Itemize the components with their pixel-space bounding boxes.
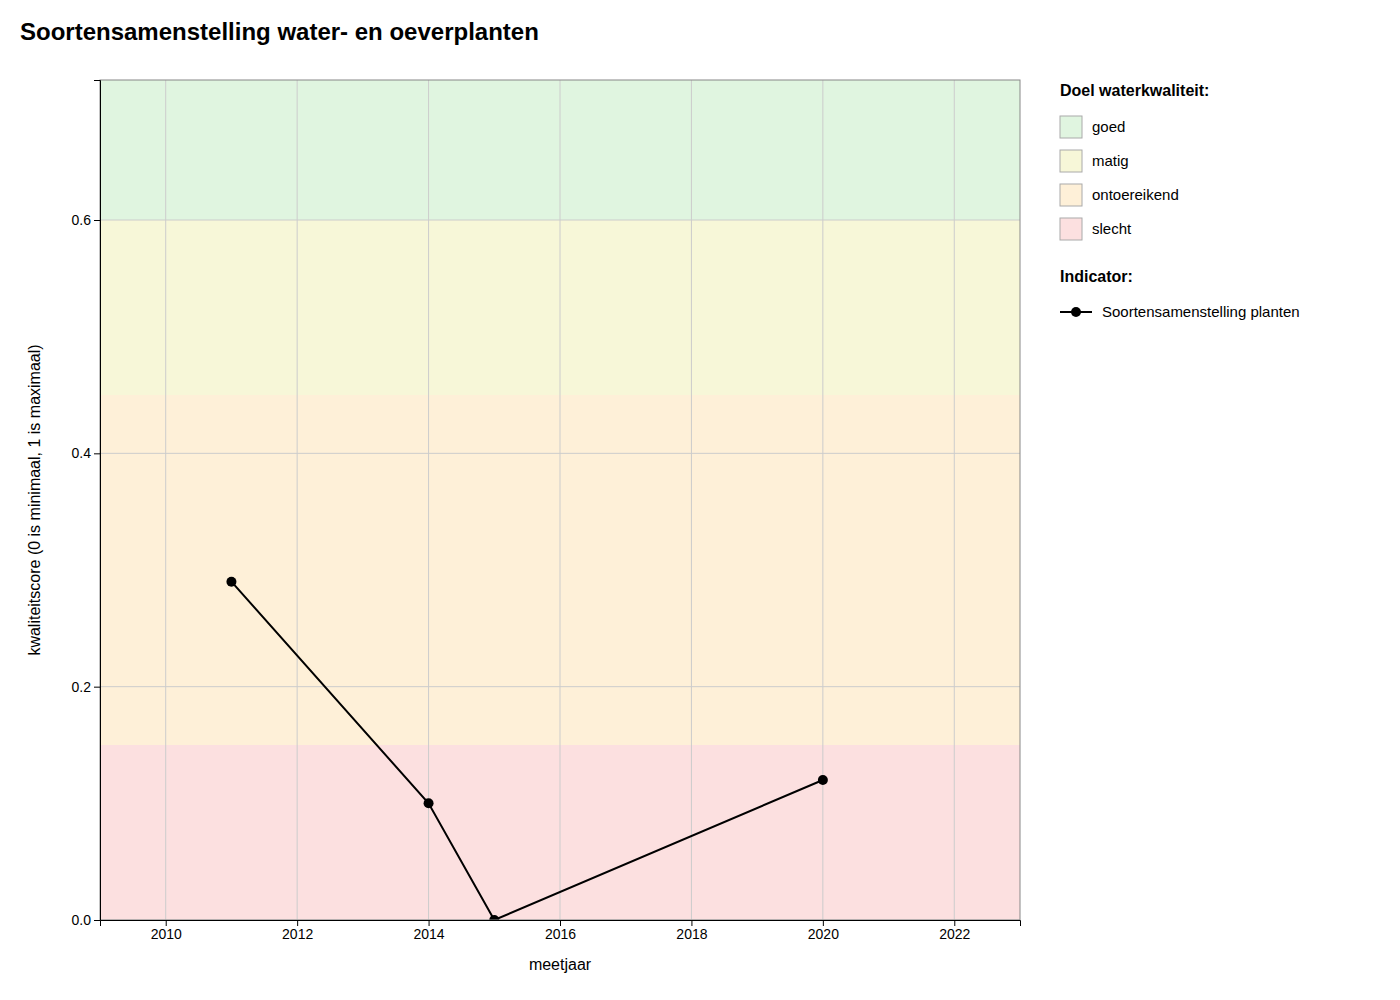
chart-svg: 2010 2012 2014 2016 2018 2020 2022 0.0 0.2 0.4 0.6… bbox=[0, 0, 1400, 1000]
tick: 2018 bbox=[676, 920, 707, 942]
tick: 2012 bbox=[282, 920, 313, 942]
tick: 2016 bbox=[545, 920, 576, 942]
tick-mark bbox=[94, 220, 100, 221]
tick-label: 2014 bbox=[413, 926, 444, 942]
tick-mark bbox=[94, 453, 100, 454]
tick: 0.0 bbox=[72, 912, 100, 928]
legend-label: matig bbox=[1092, 152, 1129, 169]
legend-title: Indicator: bbox=[1060, 268, 1133, 285]
bands bbox=[100, 80, 1020, 920]
y-axis-title: kwaliteitscore (0 is minimaal, 1 is maxi… bbox=[26, 344, 43, 655]
legend-label: ontoereikend bbox=[1092, 186, 1179, 203]
tick-label: 2020 bbox=[808, 926, 839, 942]
legend-marker bbox=[1071, 307, 1081, 317]
grid-line-x bbox=[297, 80, 298, 920]
tick-label: 0.2 bbox=[72, 679, 92, 695]
x-axis-title: meetjaar bbox=[529, 956, 592, 973]
grid-line-x bbox=[560, 80, 561, 920]
data-layer bbox=[100, 80, 1020, 920]
tick-mark bbox=[94, 687, 100, 688]
legend-label: slecht bbox=[1092, 220, 1132, 237]
tick: 0.2 bbox=[72, 679, 100, 695]
tick-label: 0.0 bbox=[72, 912, 92, 928]
legend-swatch bbox=[1060, 184, 1082, 206]
x-axis: 2010 2012 2014 2016 2018 2020 2022 bbox=[101, 920, 1021, 942]
grid-line-x bbox=[954, 80, 955, 920]
tick: 2020 bbox=[808, 920, 839, 942]
tick-label: 2018 bbox=[676, 926, 707, 942]
plot-area: 2010 2012 2014 2016 2018 2020 2022 0.0 0.2 0.4 0.6 bbox=[72, 80, 1021, 942]
tick: 2022 bbox=[939, 920, 970, 942]
series-line bbox=[231, 582, 822, 920]
tick: 0.4 bbox=[72, 445, 100, 461]
grid-line-y bbox=[100, 453, 1020, 454]
series-marker bbox=[818, 775, 828, 785]
y-axis: 0.0 0.2 0.4 0.6 bbox=[72, 81, 101, 928]
legend-title: Doel waterkwaliteit: bbox=[1060, 82, 1209, 99]
grid-line-y bbox=[100, 220, 1020, 221]
series-marker bbox=[226, 577, 236, 587]
tick: 2010 bbox=[151, 920, 182, 942]
tick-label: 2016 bbox=[545, 926, 576, 942]
tick: 0.6 bbox=[72, 212, 100, 228]
legend-label: Soortensamenstelling planten bbox=[1102, 303, 1300, 320]
series-marker bbox=[489, 915, 499, 920]
grid-line-x bbox=[428, 80, 429, 920]
series-marker bbox=[424, 798, 434, 808]
series-layer bbox=[226, 577, 827, 920]
tick-label: 0.6 bbox=[72, 212, 92, 228]
grid bbox=[100, 80, 1020, 920]
axis-line bbox=[94, 81, 101, 921]
tick-label: 2022 bbox=[939, 926, 970, 942]
tick-mark bbox=[94, 920, 100, 921]
legend: Doel waterkwaliteit: goed matig ontoereiken… bbox=[1060, 82, 1300, 320]
chart-container: 2010 2012 2014 2016 2018 2020 2022 0.0 0.2 0.4 0.6… bbox=[0, 0, 1400, 1000]
grid-line-x bbox=[691, 80, 692, 920]
tick-label: 2012 bbox=[282, 926, 313, 942]
grid-line-x bbox=[165, 80, 166, 920]
legend-label: goed bbox=[1092, 118, 1125, 135]
legend-swatch bbox=[1060, 218, 1082, 240]
grid-line-y bbox=[100, 686, 1020, 687]
tick-label: 2010 bbox=[151, 926, 182, 942]
chart-title: Soortensamenstelling water- en oeverplan… bbox=[20, 18, 539, 45]
plot-frame bbox=[100, 80, 1020, 920]
legend-swatch bbox=[1060, 116, 1082, 138]
tick: 2014 bbox=[413, 920, 444, 942]
legend-swatch bbox=[1060, 150, 1082, 172]
grid-line-x bbox=[822, 80, 823, 920]
tick-label: 0.4 bbox=[72, 445, 92, 461]
